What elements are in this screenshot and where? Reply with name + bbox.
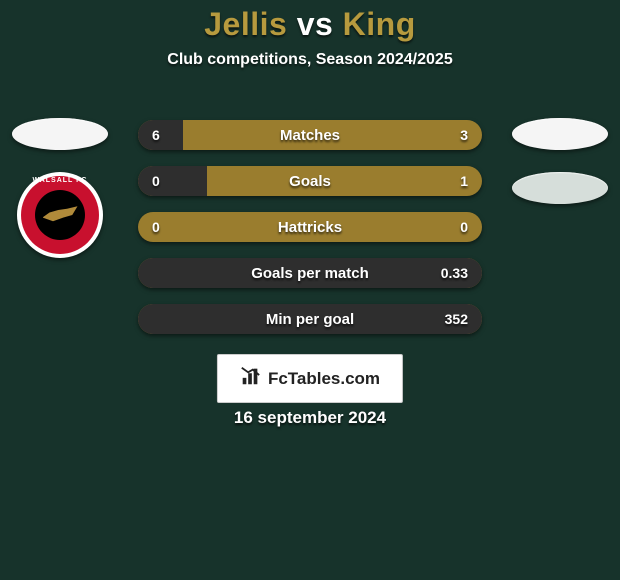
bar-chart-icon — [240, 365, 262, 392]
stat-bar: 352 Min per goal — [138, 304, 482, 334]
stat-right-value: 0 — [460, 219, 468, 235]
player1-photo-placeholder — [12, 118, 108, 150]
player2-photo-placeholder — [512, 118, 608, 150]
stat-bar-fill-left — [138, 166, 207, 196]
title-vs: vs — [297, 6, 334, 42]
stat-label: Hattricks — [278, 219, 342, 236]
stat-label: Goals per match — [251, 265, 369, 282]
stat-right-value: 352 — [445, 311, 468, 327]
player2-name: King — [343, 6, 416, 42]
page-title: Jellis vs King — [0, 6, 620, 43]
stat-right-value: 0.33 — [441, 265, 468, 281]
subtitle: Club competitions, Season 2024/2025 — [0, 51, 620, 69]
badge-inner-disc — [35, 190, 85, 240]
stat-right-value: 1 — [460, 173, 468, 189]
stat-label: Min per goal — [266, 311, 354, 328]
left-player-column: WALSALL FC — [0, 118, 120, 258]
stat-bar-fill-left — [138, 120, 183, 150]
stat-label: Goals — [289, 173, 331, 190]
stat-left-value: 6 — [152, 127, 160, 143]
stat-right-value: 3 — [460, 127, 468, 143]
stat-label: Matches — [280, 127, 340, 144]
stat-left-value: 0 — [152, 219, 160, 235]
stat-bar: 0.33 Goals per match — [138, 258, 482, 288]
stat-bar: 6 3 Matches — [138, 120, 482, 150]
player2-club-placeholder — [512, 172, 608, 204]
brand-text: FcTables.com — [268, 369, 380, 389]
stat-bar: 0 0 Hattricks — [138, 212, 482, 242]
right-player-column — [500, 118, 620, 204]
player1-name: Jellis — [204, 6, 287, 42]
stat-left-value: 0 — [152, 173, 160, 189]
badge-bird-icon — [43, 203, 78, 228]
brand-badge: FcTables.com — [217, 354, 403, 403]
stat-bars: 6 3 Matches 0 1 Goals 0 0 Hattricks 0.33 Goals per… — [138, 120, 482, 334]
player1-club-badge: WALSALL FC — [17, 172, 103, 258]
comparison-card: Jellis vs King Club competitions, Season… — [0, 0, 620, 580]
stat-bar: 0 1 Goals — [138, 166, 482, 196]
date-text: 16 september 2024 — [234, 408, 386, 428]
